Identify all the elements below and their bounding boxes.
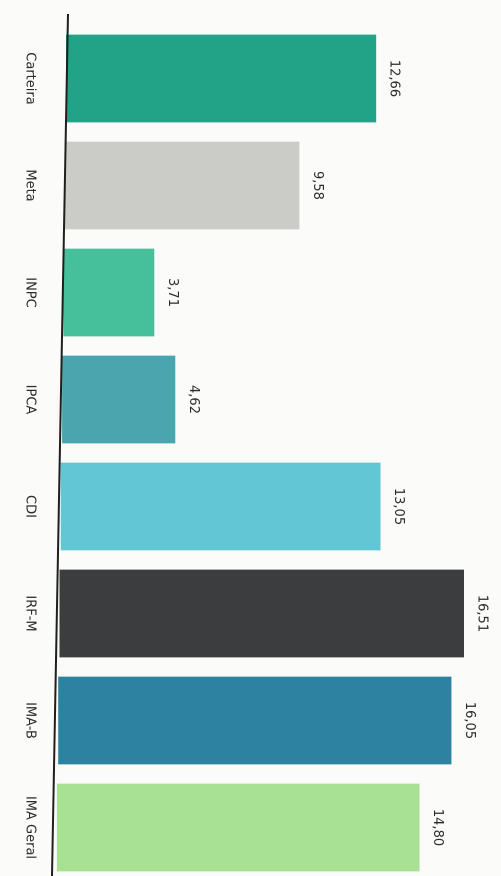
bar-ipca: [62, 355, 176, 444]
category-label-meta: Meta: [23, 169, 38, 201]
category-label-cdi: CDI: [23, 495, 38, 518]
bars-group: Carteira 12,66 Meta 9,58 INPC 3,71 IPCA 4,62 CDI…: [23, 34, 489, 872]
category-label-ipca: IPCA: [23, 385, 38, 415]
bar-ima-geral: [56, 783, 420, 872]
value-label-cdi: 13,05: [391, 488, 406, 525]
category-label-ima-b: IMA-B: [23, 702, 38, 739]
bar-cdi: [60, 462, 381, 551]
value-label-carteira: 12,66: [387, 60, 402, 97]
category-label-irf-m: IRF-M: [23, 595, 38, 631]
bar-irf-m: [59, 569, 464, 658]
category-label-carteira: Carteira: [23, 52, 38, 104]
value-label-irf-m: 16,51: [474, 595, 489, 632]
value-label-inpc: 3,71: [165, 278, 180, 307]
value-label-meta: 9,58: [310, 171, 325, 200]
value-axis-baseline: [51, 13, 69, 876]
category-label-inpc: INPC: [23, 277, 38, 307]
value-label-ima-b: 16,05: [462, 702, 477, 739]
bar-meta: [64, 141, 300, 230]
value-label-ipca: 4,62: [186, 385, 201, 414]
value-label-ima-geral: 14,80: [430, 809, 445, 846]
bar-carteira: [66, 34, 377, 123]
bar-ima-b: [58, 676, 452, 765]
category-label-ima-geral: IMA Geral: [23, 796, 38, 859]
bar-inpc: [63, 248, 155, 337]
